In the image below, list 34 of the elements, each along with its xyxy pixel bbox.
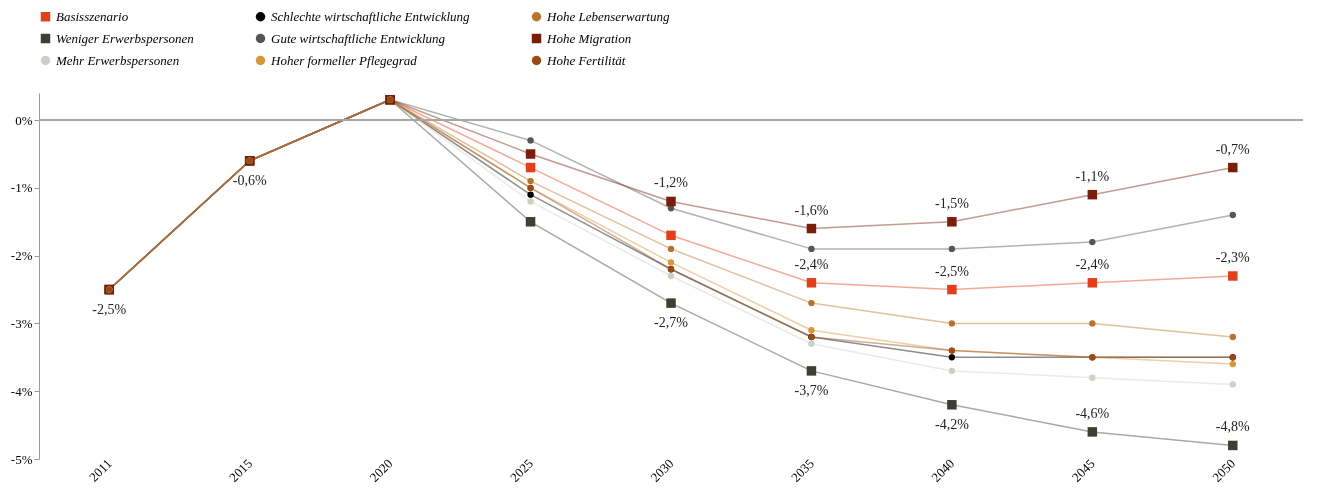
data-label: -1,6% xyxy=(794,202,829,218)
data-label: -2,4% xyxy=(1075,256,1110,272)
y-tick-label: -4% xyxy=(10,383,33,399)
legend-label: Hohe Lebenserwartung xyxy=(546,8,670,24)
legend-label: Basisszenario xyxy=(56,8,129,24)
data-label: -1,5% xyxy=(934,195,970,211)
data-label: -2,5% xyxy=(92,301,127,317)
data-label: -0,6% xyxy=(232,172,267,188)
x-tick-label: 2011 xyxy=(86,455,115,485)
data-label: -2,7% xyxy=(654,315,689,331)
legend-label: Hohe Fertilität xyxy=(546,52,626,68)
data-label: -3,7% xyxy=(794,382,829,398)
data-label: -2,5% xyxy=(934,263,970,279)
data-label: -4,8% xyxy=(1215,419,1251,435)
legend-label: Gute wirtschaftliche Entwicklung xyxy=(271,30,446,46)
legend-label: Mehr Erwerbspersonen xyxy=(55,52,180,68)
data-label: -2,3% xyxy=(1215,250,1251,265)
legend-label: Weniger Erwerbspersonen xyxy=(56,30,194,46)
legend-label: Hoher formeller Pflegegrad xyxy=(270,52,418,68)
legend-label: Hohe Migration xyxy=(546,30,632,46)
y-tick-label: -5% xyxy=(10,451,33,467)
y-tick-label: -1% xyxy=(10,180,33,196)
data-label: -1,2% xyxy=(654,175,689,191)
data-label: -4,2% xyxy=(934,416,970,432)
y-tick-label: -3% xyxy=(10,315,33,331)
data-label: -0,7% xyxy=(1215,141,1251,157)
data-label: -1,1% xyxy=(1075,168,1110,184)
data-label: -4,6% xyxy=(1075,405,1110,421)
y-tick-label: 0% xyxy=(15,112,33,128)
data-label: -2,4% xyxy=(794,256,829,272)
x-tick-label: 2040 xyxy=(928,455,958,485)
x-tick-label: 2050 xyxy=(1209,455,1239,485)
y-tick-label: -2% xyxy=(10,248,33,264)
legend-label: Schlechte wirtschaftliche Entwicklung xyxy=(271,8,471,24)
